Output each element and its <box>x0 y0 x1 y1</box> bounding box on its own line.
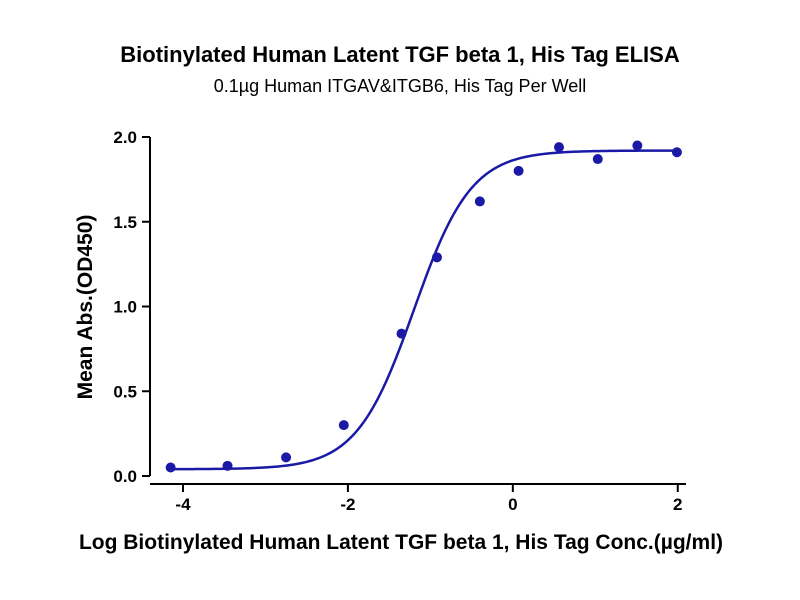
chart-subtitle: 0.1µg Human ITGAV&ITGB6, His Tag Per Wel… <box>213 76 587 96</box>
data-point <box>396 328 407 339</box>
y-tick-label: 2.0 <box>113 128 137 147</box>
x-tick-label: -2 <box>340 495 355 514</box>
data-point <box>338 420 349 431</box>
data-point <box>671 147 682 158</box>
y-tick-label: 1.5 <box>113 213 137 232</box>
data-point <box>513 165 524 176</box>
fit-curve <box>170 149 677 471</box>
axes <box>149 137 686 485</box>
data-point <box>222 460 233 471</box>
chart-title: Biotinylated Human Latent TGF beta 1, Hi… <box>120 42 680 67</box>
data-point <box>554 142 565 153</box>
x-tick-label: -4 <box>175 495 191 514</box>
data-point <box>474 196 485 207</box>
data-point <box>431 252 442 263</box>
data-point <box>632 140 643 151</box>
y-tick-label: 0.0 <box>113 467 137 486</box>
x-axis-title: Log Biotinylated Human Latent TGF beta 1… <box>79 531 723 554</box>
data-point <box>281 452 292 463</box>
data-point <box>592 154 603 165</box>
x-tick-label: 0 <box>508 495 517 514</box>
ticks: 0.0 0.5 1.0 1.5 2.0 -4 -2 0 2 <box>113 128 682 514</box>
data-points <box>165 140 682 473</box>
y-tick-label: 0.5 <box>113 382 137 401</box>
y-tick-label: 1.0 <box>113 298 137 317</box>
x-tick-label: 2 <box>673 495 682 514</box>
y-axis-title: Mean Abs.(OD450) <box>74 215 97 400</box>
data-point <box>165 462 176 473</box>
